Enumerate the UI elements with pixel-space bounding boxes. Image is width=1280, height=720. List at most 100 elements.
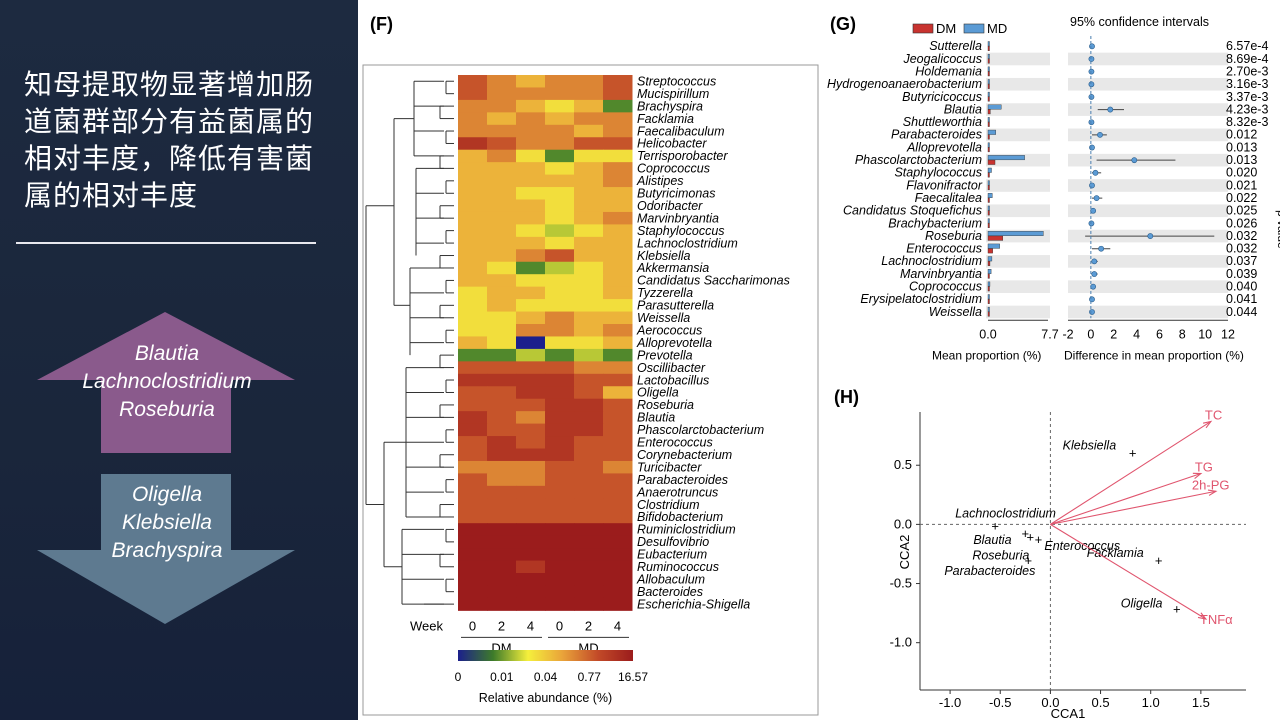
heatmap-cell [458, 112, 488, 126]
row-label: Anaerotruncus [636, 485, 718, 499]
heatmap-cell [458, 398, 488, 412]
row-label: Bifidobacterium [637, 510, 723, 524]
taxon-label: Faecalitalea [915, 191, 982, 205]
env-vector-arrowhead [1207, 489, 1218, 496]
heatmap-cell [458, 548, 488, 562]
row-label: Roseburia [637, 398, 694, 412]
heatmap-cell [545, 87, 575, 101]
heatmap-cell [574, 199, 604, 213]
heatmap-cell [516, 336, 546, 350]
heatmap-frame [362, 64, 819, 716]
week-label: Week [410, 618, 443, 633]
heatmap-cell [603, 560, 633, 574]
taxon-label: Flavonifractor [906, 178, 983, 192]
bar-dm [987, 46, 990, 51]
taxon-label: Staphylococcus [894, 166, 982, 180]
env-vector [1050, 421, 1212, 525]
heatmap-cell [458, 436, 488, 449]
row-label: Butyricimonas [637, 187, 716, 201]
heatmap-cell [516, 348, 546, 362]
heatmap-cell [516, 311, 546, 325]
heatmap-cell [458, 448, 488, 462]
heatmap-cell [603, 324, 633, 337]
heatmap-cell [545, 498, 575, 512]
heatmap-cell [487, 261, 517, 275]
heatmap-cell [516, 236, 546, 250]
heatmap-cell [516, 523, 546, 537]
column-label: 2 [585, 618, 592, 633]
heatmap-cell [487, 187, 517, 200]
bar-md [987, 53, 990, 59]
x2-tick: 2 [1110, 327, 1117, 341]
heatmap-cell [545, 373, 575, 387]
bar-dm [987, 134, 990, 140]
legend-label-dm: DM [936, 21, 956, 36]
sample-marker: + [1155, 553, 1163, 568]
heatmap-cell [603, 236, 633, 250]
bar-dm [987, 235, 1004, 241]
heatmap-cell [603, 199, 633, 213]
heatmap-cell [458, 187, 488, 200]
heatmap-cell [516, 261, 546, 275]
heatmap-cell [516, 398, 546, 412]
heatmap-cell [516, 560, 546, 574]
heatmap-cell [545, 548, 575, 562]
heatmap-cell [516, 373, 546, 387]
heatmap-cell [603, 423, 633, 437]
row-label: Ruminiclostridium [637, 523, 736, 537]
bar-md [987, 231, 1044, 236]
p-value: 0.032 [1226, 229, 1257, 243]
p-value-axis-title: p value [1275, 210, 1280, 249]
heatmap-cell [603, 211, 633, 225]
heatmap-cell [574, 286, 604, 300]
p-value: 0.032 [1226, 242, 1257, 256]
genus-point-label: Blautia [973, 533, 1011, 547]
heatmap-cell [603, 398, 633, 412]
heatmap-cell [603, 386, 633, 400]
env-vector-label: 2h-PG [1192, 477, 1230, 492]
heatmap-cell [574, 411, 604, 425]
bar-dm [987, 147, 990, 153]
heatmap-cell [574, 548, 604, 562]
bar-dm [987, 96, 990, 102]
env-vector [1050, 472, 1202, 525]
heatmap-cell [516, 585, 546, 599]
diff-point [1088, 56, 1095, 62]
heatmap-cell [545, 224, 575, 238]
heatmap-cell [574, 560, 604, 574]
heatmap-cell [603, 448, 633, 462]
heatmap-cell [574, 162, 604, 176]
panel-label-f: (F) [370, 14, 393, 34]
heatmap-cell [574, 211, 604, 225]
legend-label-md: MD [987, 21, 1007, 36]
heatmap-cell [545, 510, 575, 524]
heatmap-cell [487, 286, 517, 300]
bar-dm [987, 197, 990, 203]
p-value: 3.16e-3 [1226, 77, 1268, 91]
genus-point-label: Enterococcus [1044, 539, 1120, 553]
heatmap-cell [487, 236, 517, 250]
row-label: Facklamia [637, 112, 694, 126]
row-band [986, 280, 1050, 293]
heatmap-cell [574, 510, 604, 524]
diff-point [1097, 131, 1103, 138]
heatmap-cell [603, 336, 633, 350]
heatmap-cell [574, 87, 604, 101]
diff-point [1088, 220, 1095, 227]
row-band [1068, 128, 1228, 142]
heatmap-cell [458, 423, 488, 437]
p-value: 0.022 [1226, 191, 1257, 205]
taxon-label: Sutterella [929, 39, 982, 53]
row-label: Akkermansia [636, 261, 709, 275]
row-label: Tyzzerella [637, 286, 693, 300]
heatmap-cell [516, 75, 546, 88]
x-axis-title: CCA1 [1051, 706, 1086, 720]
diff-point [1091, 258, 1098, 265]
heatmap-cell [574, 597, 604, 611]
heatmap-cell [545, 99, 575, 113]
heatmap-cell [603, 149, 633, 163]
p-value: 0.025 [1226, 204, 1257, 218]
heatmap-cell [487, 112, 517, 126]
taxon-label: Blautia [944, 102, 982, 116]
heatmap-cell [545, 423, 575, 437]
